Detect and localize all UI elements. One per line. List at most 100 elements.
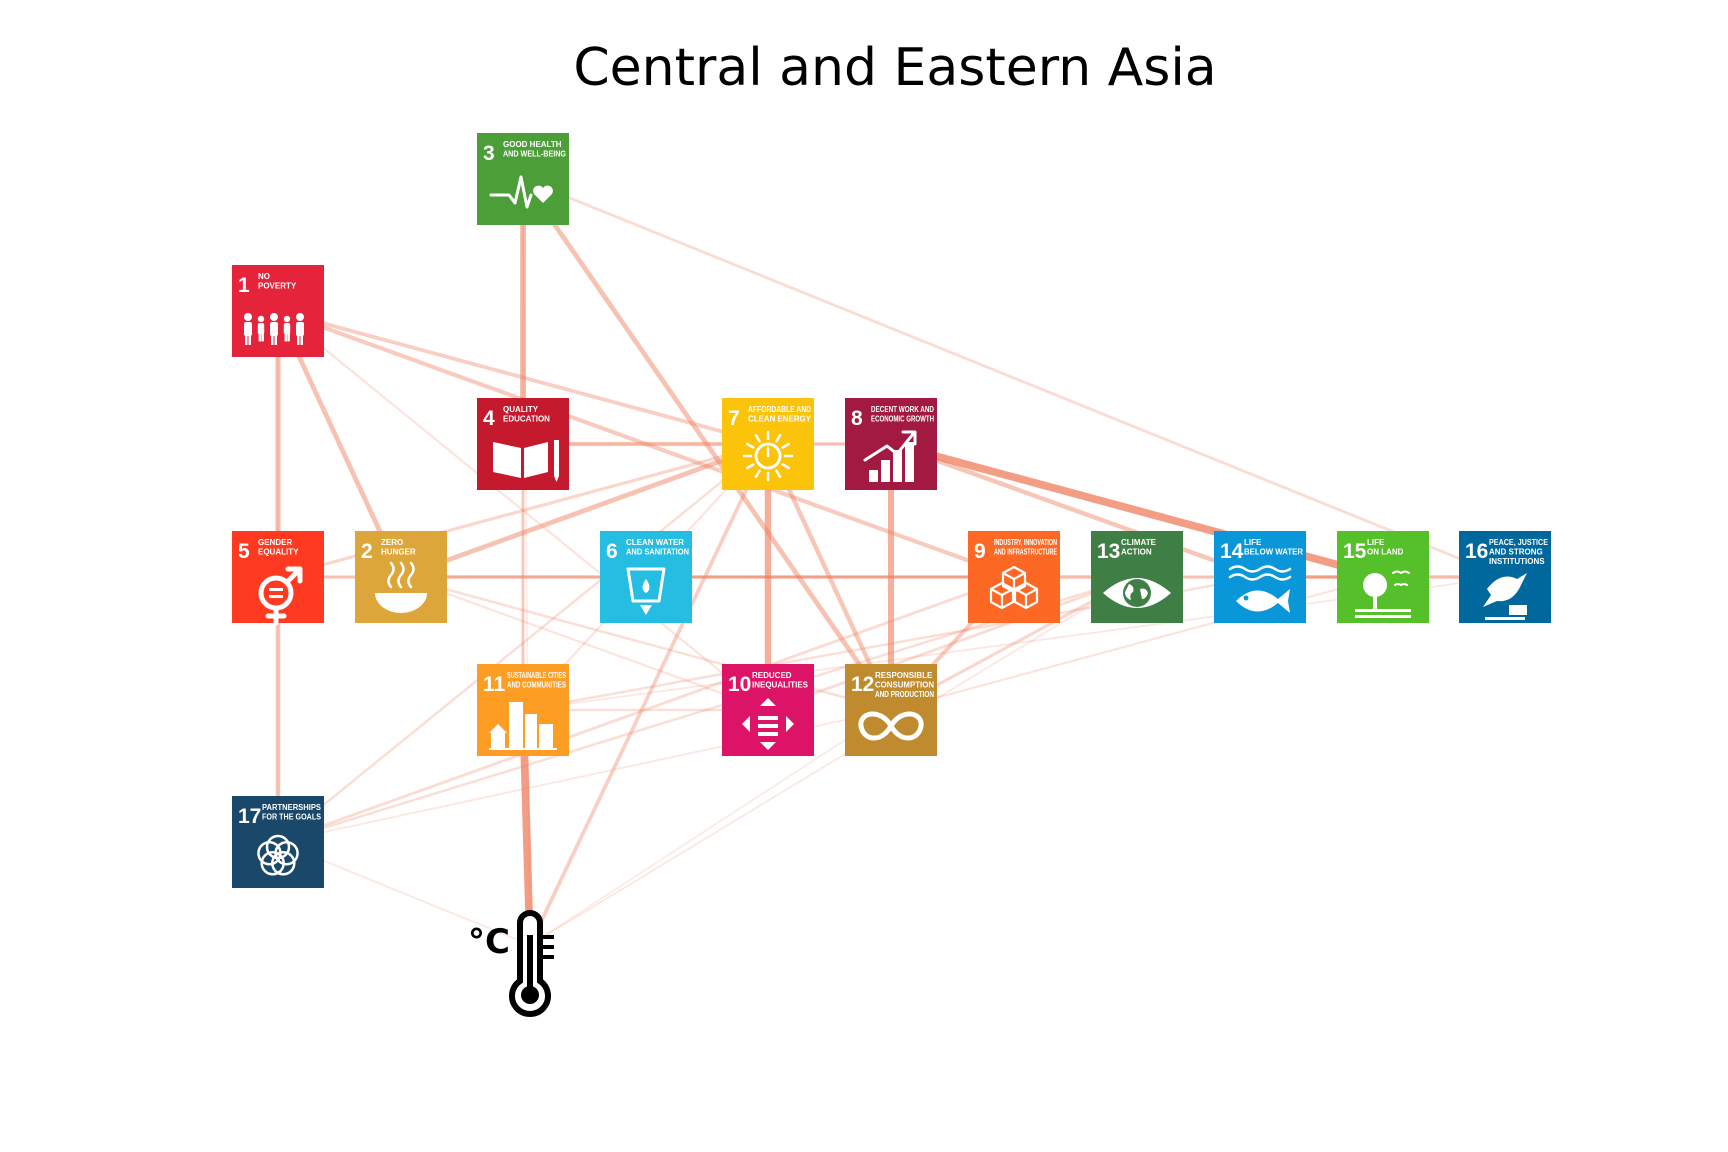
sdg-caption-line: REDUCED bbox=[752, 671, 792, 680]
sdg-tile-bg bbox=[968, 531, 1060, 623]
sdg-number: 15 bbox=[1343, 540, 1367, 563]
sdg-tile-bg bbox=[845, 664, 937, 756]
sun-icon bbox=[742, 430, 794, 482]
sdg-number: 8 bbox=[851, 407, 863, 430]
eye-globe-icon bbox=[1103, 578, 1171, 608]
edge-7-2 bbox=[400, 441, 769, 580]
sdg-caption-line: POVERTY bbox=[258, 282, 297, 291]
sdg-caption-line: DECENT WORK AND bbox=[871, 405, 934, 414]
heartbeat-icon bbox=[489, 175, 553, 209]
edge-T-13 bbox=[529, 576, 1138, 946]
edge-8-14 bbox=[890, 441, 1261, 580]
sdg-caption-line: QUALITY bbox=[503, 405, 539, 414]
sdg-caption-line: ECONOMIC GROWTH bbox=[871, 415, 934, 424]
equality-icon bbox=[742, 698, 794, 750]
sdg-caption-line: ACTION bbox=[1121, 548, 1152, 557]
sdg-number: 5 bbox=[238, 540, 250, 563]
sdg-tile-bg bbox=[845, 398, 937, 490]
sdg-caption-line: AND COMMUNITIES bbox=[507, 681, 567, 690]
sdg-caption-line: NO bbox=[258, 272, 270, 281]
sdg-caption-line: EDUCATION bbox=[503, 415, 550, 424]
edge-2-10 bbox=[400, 575, 769, 712]
edge-layer bbox=[275, 177, 1506, 946]
sdg-caption-line: AND WELL-BEING bbox=[503, 150, 566, 159]
edge-10-13 bbox=[767, 575, 1138, 712]
book-icon bbox=[493, 440, 559, 482]
thermometer-node: °C bbox=[468, 910, 554, 1017]
edge-3-12 bbox=[521, 177, 893, 712]
sdg-caption-line: INDUSTRY, INNOVATION bbox=[994, 538, 1057, 547]
temperature-label: °C bbox=[468, 922, 510, 962]
bowl-icon bbox=[375, 561, 427, 613]
sdg-tile-bg bbox=[477, 133, 569, 225]
sdg-caption-line: EQUALITY bbox=[258, 548, 299, 557]
infinity-icon bbox=[858, 711, 924, 741]
sdg-number: 4 bbox=[483, 407, 495, 430]
edge-T-12 bbox=[529, 709, 892, 946]
sdg-caption-line: LIFE bbox=[1244, 538, 1262, 547]
sdg-caption-line: INEQUALITIES bbox=[752, 681, 809, 690]
sdg-caption-line: PEACE, JUSTICE bbox=[1489, 538, 1549, 547]
sdg-number: 17 bbox=[238, 805, 261, 828]
sdg-number: 16 bbox=[1465, 540, 1488, 563]
sdg-number: 13 bbox=[1097, 540, 1120, 563]
sdg-number: 7 bbox=[728, 407, 740, 430]
cubes-icon bbox=[989, 565, 1039, 610]
gender-icon bbox=[258, 566, 303, 626]
sdg-caption-line: AND INFRASTRUCTURE bbox=[994, 548, 1057, 557]
sdg-number: 10 bbox=[728, 673, 751, 696]
sdg-caption-line: CLIMATE bbox=[1121, 538, 1157, 547]
water-icon bbox=[626, 567, 666, 615]
family-icon bbox=[244, 313, 304, 345]
sdg-caption-line: BELOW WATER bbox=[1244, 548, 1303, 557]
edge-7-17 bbox=[277, 443, 769, 843]
sdg-caption-line: ON LAND bbox=[1367, 548, 1404, 557]
fish-icon bbox=[1228, 565, 1292, 613]
sdg-caption-line: AND SANITATION bbox=[626, 548, 689, 557]
edge-3-T bbox=[522, 178, 531, 946]
sdg-number: 9 bbox=[974, 540, 986, 563]
sdg-caption-line: CLEAN ENERGY bbox=[748, 415, 812, 424]
sdg-caption-line: GOOD HEALTH bbox=[503, 140, 562, 149]
edge-3-16 bbox=[522, 177, 1506, 579]
sdg-caption-line: HUNGER bbox=[381, 548, 416, 557]
sdg-number: 12 bbox=[851, 673, 874, 696]
sdg-caption-line: RESPONSIBLE bbox=[875, 671, 933, 680]
sdg-caption-line: PARTNERSHIPS bbox=[262, 803, 322, 812]
sdg-caption-line: SUSTAINABLE CITIES bbox=[507, 671, 566, 680]
sdg-caption-line: LIFE bbox=[1367, 538, 1385, 547]
sdg-number: 11 bbox=[483, 673, 506, 696]
sdg-caption-line: INSTITUTIONS bbox=[1489, 557, 1545, 566]
edge-7-T bbox=[528, 443, 770, 946]
sdg-caption-line: GENDER bbox=[258, 538, 292, 547]
edge-1-10 bbox=[277, 310, 769, 711]
sdg-caption-line: AFFORDABLE AND bbox=[748, 405, 811, 414]
diagram-title: Central and Eastern Asia bbox=[573, 38, 1217, 98]
edge-17-9 bbox=[277, 575, 1015, 844]
sdg-caption-line: AND PRODUCTION bbox=[875, 690, 934, 699]
growth-chart-icon bbox=[863, 430, 917, 482]
city-icon bbox=[489, 702, 557, 750]
sdg-caption-line: CLEAN WATER bbox=[626, 538, 684, 547]
sdg-number: 3 bbox=[483, 142, 495, 165]
sdg-number: 6 bbox=[606, 540, 618, 563]
edge-1-7 bbox=[277, 309, 769, 446]
thermometer-icon bbox=[509, 910, 554, 1017]
